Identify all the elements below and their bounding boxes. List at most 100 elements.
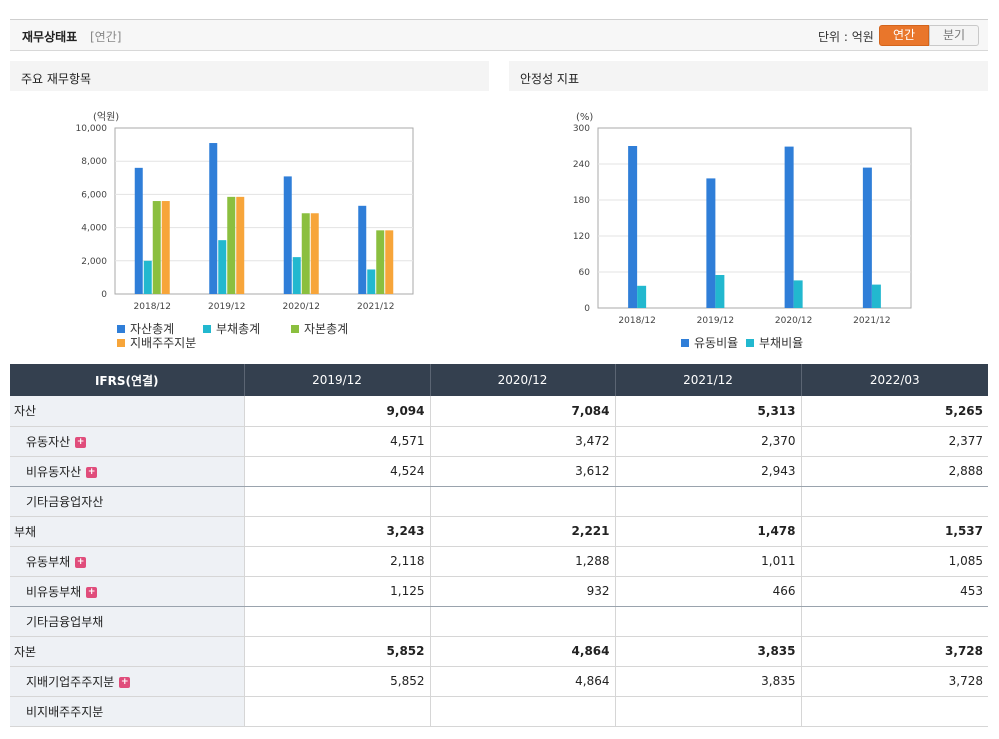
value-cell: 2,943 bbox=[614, 456, 801, 487]
table-header-cell: 2019/12 bbox=[243, 364, 430, 396]
legend-swatch bbox=[681, 339, 689, 347]
bar-2-0 bbox=[283, 176, 292, 294]
bar-1-1 bbox=[218, 240, 227, 294]
table-row: 유동부채 +2,118 1,288 1,011 1,085 bbox=[10, 546, 988, 577]
bar-0-3 bbox=[161, 201, 170, 294]
expand-plus-icon[interactable]: + bbox=[75, 436, 87, 448]
value-cell bbox=[243, 486, 430, 517]
row-label-cell: 기타금융업부채 bbox=[10, 606, 244, 637]
legend-label: 유동비율 bbox=[694, 336, 739, 350]
table-row: 부채 3,243 2,221 1,478 1,537 bbox=[10, 516, 988, 547]
row-label-cell[interactable]: 비유동자산 + bbox=[10, 456, 244, 487]
expand-plus-icon[interactable]: + bbox=[86, 586, 98, 598]
row-label-cell[interactable]: 유동부채 + bbox=[10, 546, 244, 577]
row-label: 유동자산 bbox=[26, 434, 71, 449]
expand-plus-icon[interactable]: + bbox=[119, 676, 131, 688]
row-label-cell: 비지배주주지분 bbox=[10, 696, 244, 727]
value-cell bbox=[429, 486, 615, 517]
financial-items-chart: 0 2,000 4,000 6,000 8,000 10,000(억원) 2018/12 20… bbox=[76, 111, 414, 312]
legend-label: 자본총계 bbox=[304, 322, 349, 336]
x-tick-label: 2019/12 bbox=[208, 302, 245, 312]
value-cell: 2,370 bbox=[614, 426, 801, 457]
value-cell bbox=[243, 696, 430, 727]
row-label: 자산 bbox=[14, 404, 37, 419]
value-cell: 3,472 bbox=[429, 426, 615, 457]
y-axis-unit: (%) bbox=[576, 112, 593, 123]
legend-label: 부채비율 bbox=[759, 336, 804, 350]
value-cell: 3,243 bbox=[243, 516, 430, 547]
row-label-cell[interactable]: 지배기업주주지분 + bbox=[10, 666, 244, 697]
row-label: 비유동자산 bbox=[26, 464, 82, 479]
y-tick-label: 8,000 bbox=[81, 157, 107, 167]
statement-title: 재무상태표 bbox=[22, 30, 78, 44]
quarter-toggle-button[interactable]: 분기 bbox=[929, 25, 979, 46]
bar-1-3 bbox=[236, 196, 245, 294]
value-cell bbox=[429, 696, 615, 727]
value-cell: 2,118 bbox=[243, 546, 430, 577]
bar-3-1 bbox=[871, 284, 881, 308]
value-cell: 1,085 bbox=[800, 546, 988, 577]
value-cell: 2,377 bbox=[800, 426, 988, 457]
value-cell: 1,288 bbox=[429, 546, 615, 577]
row-label: 부채 bbox=[14, 524, 37, 539]
value-cell: 3,612 bbox=[429, 456, 615, 487]
y-tick-label: 10,000 bbox=[76, 124, 108, 134]
value-cell: 3,728 bbox=[800, 636, 988, 667]
y-tick-label: 180 bbox=[573, 196, 590, 206]
value-cell: 453 bbox=[800, 576, 988, 607]
bar-1-2 bbox=[227, 196, 236, 294]
left-panel-title: 주요 재무항목 bbox=[10, 61, 489, 91]
left-chart-panel: 0 2,000 4,000 6,000 8,000 10,000 (억원) 2018/12 20… bbox=[10, 91, 489, 361]
row-label-cell[interactable]: 비유동부채 + bbox=[10, 576, 244, 607]
value-cell: 1,478 bbox=[614, 516, 801, 547]
expand-plus-icon[interactable]: + bbox=[86, 466, 98, 478]
row-label: 기타금융업자산 bbox=[26, 494, 104, 509]
bar-2-1 bbox=[793, 280, 803, 308]
legend-swatch bbox=[203, 325, 211, 333]
x-tick-label: 2019/12 bbox=[697, 316, 734, 326]
bar-3-2 bbox=[376, 230, 385, 294]
row-label: 자본 bbox=[14, 644, 37, 659]
legend-item-liabilities: 부채총계 bbox=[203, 320, 260, 337]
table-header-cell: 2021/12 bbox=[614, 364, 801, 396]
table-row: 자본 5,852 4,864 3,835 3,728 bbox=[10, 636, 988, 667]
legend-item-current-ratio: 유동비율 bbox=[681, 334, 738, 351]
y-tick-label: 120 bbox=[573, 232, 590, 242]
y-tick-label: 0 bbox=[101, 290, 107, 300]
row-label-cell[interactable]: 유동자산 + bbox=[10, 426, 244, 457]
table-row: 비유동부채 +1,125 932 466 453 bbox=[10, 576, 988, 607]
row-label-cell: 부채 bbox=[10, 516, 244, 547]
legend-item-assets: 자산총계 bbox=[117, 320, 174, 337]
plot-area bbox=[597, 127, 912, 309]
annual-toggle-button[interactable]: 연간 bbox=[879, 25, 929, 46]
row-label: 비지배주주지분 bbox=[26, 704, 104, 719]
value-cell: 5,852 bbox=[243, 636, 430, 667]
y-tick-label: 6,000 bbox=[81, 190, 107, 200]
legend-label: 자산총계 bbox=[130, 322, 175, 336]
value-cell: 1,011 bbox=[614, 546, 801, 577]
bar-1-1 bbox=[715, 275, 725, 308]
value-cell: 5,265 bbox=[800, 396, 988, 427]
x-tick-label: 2021/12 bbox=[357, 302, 394, 312]
value-cell: 2,888 bbox=[800, 456, 988, 487]
bar-0-0 bbox=[134, 167, 143, 294]
y-tick-label: 60 bbox=[579, 268, 591, 278]
value-cell: 9,094 bbox=[243, 396, 430, 427]
value-cell bbox=[800, 606, 988, 637]
y-tick-label: 240 bbox=[573, 160, 590, 170]
bar-0-1 bbox=[143, 260, 152, 294]
right-chart-panel: 0 60 120 180 240 300 (%) 2018/12 2019/12 2020/12 2… bbox=[509, 91, 988, 361]
table-header-cell: 2020/12 bbox=[429, 364, 615, 396]
value-cell: 4,524 bbox=[243, 456, 430, 487]
table-row: 유동자산 +4,571 3,472 2,370 2,377 bbox=[10, 426, 988, 457]
table-row: 기타금융업부채 bbox=[10, 606, 988, 637]
row-label-cell: 자본 bbox=[10, 636, 244, 667]
value-cell: 4,864 bbox=[429, 666, 615, 697]
value-cell bbox=[429, 606, 615, 637]
expand-plus-icon[interactable]: + bbox=[75, 556, 87, 568]
y-axis-unit: (억원) bbox=[93, 111, 119, 123]
legend-label: 부채총계 bbox=[216, 322, 261, 336]
stability-chart: 0 60 120 180 240 300(%) 2018/12 2019/12 2020/12 2… bbox=[573, 112, 912, 326]
legend-item-equity: 자본총계 bbox=[291, 320, 348, 337]
value-cell: 1,537 bbox=[800, 516, 988, 547]
